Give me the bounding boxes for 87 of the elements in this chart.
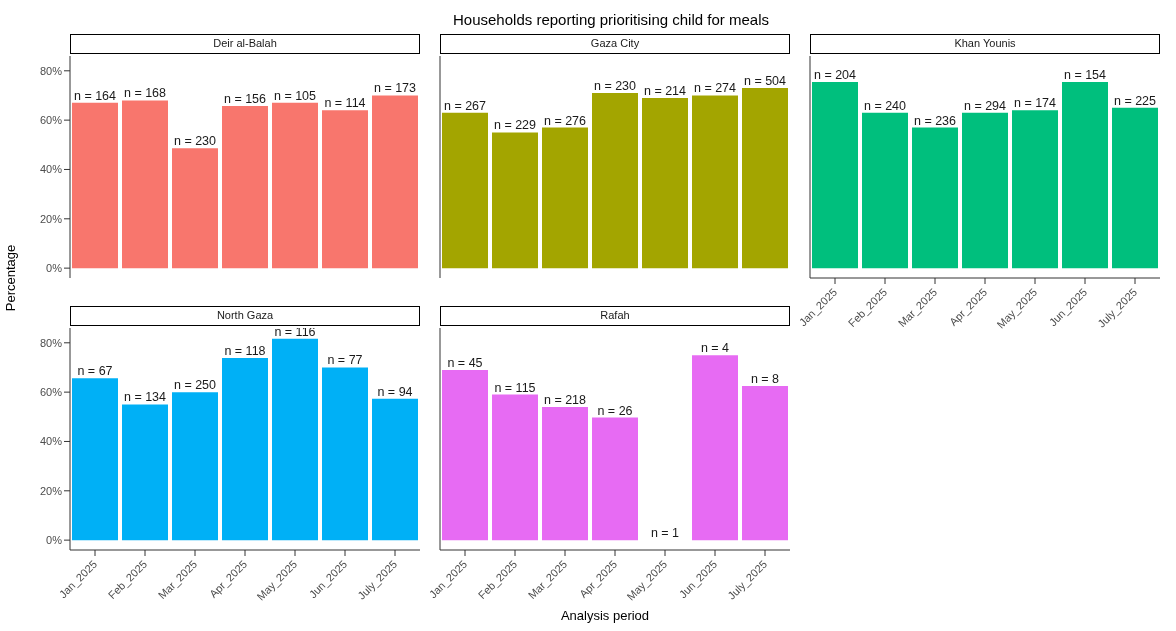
annotation: n = 1	[650, 526, 680, 541]
annotation: n = 26	[597, 403, 633, 418]
bar	[592, 417, 638, 541]
chart-subtitle: Rafah	[440, 306, 790, 326]
annotation: n = 8	[750, 371, 780, 386]
annotation: n = 174	[1013, 96, 1057, 111]
y-tick-label: 40%	[39, 435, 63, 448]
bar	[322, 110, 368, 269]
bar	[442, 112, 488, 269]
annotation: n = 230	[173, 134, 217, 149]
bar	[862, 112, 908, 269]
bar	[742, 88, 788, 269]
annotation: n = 168	[123, 86, 167, 101]
bar	[122, 404, 168, 541]
bar	[592, 93, 638, 269]
annotation: n = 118	[224, 344, 266, 359]
bar	[72, 102, 118, 269]
annotation: n = 250	[173, 378, 217, 393]
bar	[1112, 107, 1158, 269]
annotation: n = 114	[324, 96, 366, 111]
annotation: n = 236	[913, 113, 957, 128]
bar	[1062, 81, 1108, 269]
bar	[222, 106, 268, 269]
annotation: n = 105	[273, 88, 317, 103]
annotation: n = 94	[377, 384, 413, 399]
chart-subtitle: North Gaza	[70, 306, 420, 326]
annotation: n = 274	[693, 81, 737, 96]
bar	[492, 132, 538, 269]
bar	[272, 338, 318, 541]
bar	[122, 100, 168, 269]
annotation: n = 77	[327, 353, 363, 368]
bar	[1012, 110, 1058, 269]
y-tick-label: 40%	[39, 163, 63, 176]
bar	[322, 367, 368, 541]
y-tick-label: 80%	[39, 64, 63, 77]
bar	[812, 81, 858, 269]
bar	[542, 127, 588, 269]
annotation: n = 154	[1063, 67, 1107, 82]
annotation: n = 67	[77, 364, 113, 379]
annotation: n = 134	[123, 390, 167, 405]
y-axis-title: Percentage	[3, 243, 19, 314]
bar	[542, 406, 588, 541]
y-tick-label: 20%	[39, 484, 63, 497]
annotation: n = 229	[493, 118, 537, 133]
bar	[172, 148, 218, 269]
bar	[492, 394, 538, 541]
bar	[642, 97, 688, 269]
bar	[372, 95, 418, 269]
y-tick-label: 20%	[39, 212, 63, 225]
bar	[912, 127, 958, 269]
annotation: n = 116	[274, 324, 316, 339]
bar	[962, 112, 1008, 269]
annotation: n = 204	[813, 67, 857, 82]
chart-subtitle: Gaza City	[440, 34, 790, 54]
bar	[442, 369, 488, 541]
annotation: n = 45	[447, 355, 483, 370]
bar	[692, 95, 738, 269]
annotation: n = 294	[963, 98, 1007, 113]
chart-title: Households reporting prioritising child for meals	[452, 11, 770, 28]
y-tick-label: 60%	[39, 386, 63, 399]
bar	[272, 102, 318, 269]
bar	[692, 355, 738, 541]
annotation: n = 156	[223, 92, 267, 107]
annotation: n = 267	[443, 98, 487, 113]
annotation: n = 230	[593, 79, 637, 93]
bar	[72, 378, 118, 541]
annotation: n = 504	[743, 74, 787, 89]
annotation: n = 173	[373, 81, 417, 96]
chart-subtitle: Khan Younis	[810, 34, 1160, 54]
y-tick-label: 0%	[46, 262, 63, 275]
x-axis-title: Analysis period	[559, 608, 651, 623]
y-tick-label: 0%	[46, 534, 63, 547]
annotation: n = 218	[543, 392, 587, 407]
bar	[372, 398, 418, 541]
chart-subtitle: Deir al-Balah	[70, 34, 420, 54]
y-tick-label: 60%	[39, 114, 63, 127]
bar	[222, 358, 268, 541]
annotation: n = 214	[643, 83, 687, 98]
y-tick-label: 80%	[39, 336, 63, 349]
annotation: n = 115	[494, 380, 536, 395]
bar	[172, 392, 218, 541]
annotation: n = 276	[543, 113, 587, 128]
bar	[742, 385, 788, 541]
annotation: n = 225	[1113, 93, 1157, 108]
annotation: n = 164	[73, 88, 117, 103]
annotation: n = 4	[700, 341, 730, 356]
annotation: n = 240	[863, 98, 907, 113]
